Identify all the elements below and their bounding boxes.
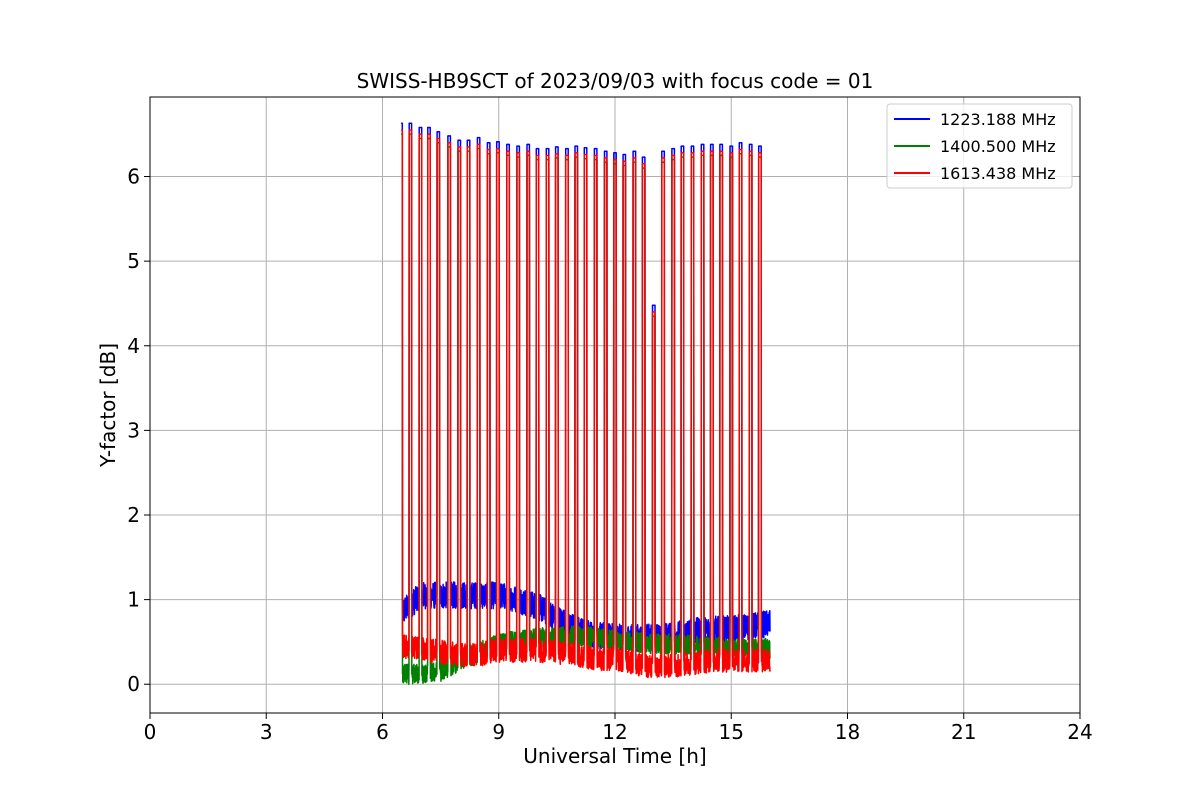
- y-tick-label: 2: [127, 503, 140, 527]
- legend-box: [886, 103, 1073, 189]
- y-tick-label: 3: [127, 418, 140, 442]
- series-line: [400, 129, 771, 679]
- x-tick-label: 0: [144, 720, 157, 744]
- x-tick-label: 15: [719, 720, 744, 744]
- y-axis-label: Y-factor [dB]: [96, 343, 120, 468]
- plot-area: [400, 122, 771, 685]
- chart-title: SWISS-HB9SCT of 2023/09/03 with focus co…: [357, 69, 874, 93]
- legend-label: 1613.438 MHz: [940, 164, 1056, 183]
- y-tick-label: 0: [127, 672, 140, 696]
- x-axis-label: Universal Time [h]: [523, 744, 706, 768]
- x-tick-label: 3: [260, 720, 273, 744]
- y-tick-label: 6: [127, 165, 140, 189]
- legend-label: 1223.188 MHz: [940, 110, 1056, 129]
- x-tick-label: 18: [835, 720, 860, 744]
- legend: 1223.188 MHz 1400.500 MHz 1613.438 MHz: [886, 103, 1073, 189]
- x-tick-label: 24: [1067, 720, 1092, 744]
- x-tick-label: 6: [376, 720, 389, 744]
- x-tick-label: 21: [951, 720, 976, 744]
- y-tick-label: 4: [127, 334, 140, 358]
- x-tick-label: 9: [492, 720, 505, 744]
- y-tick-label: 1: [127, 588, 140, 612]
- y-tick-label: 5: [127, 249, 140, 273]
- series-line: [400, 122, 771, 652]
- legend-label: 1400.500 MHz: [940, 137, 1056, 156]
- x-tick-label: 12: [602, 720, 627, 744]
